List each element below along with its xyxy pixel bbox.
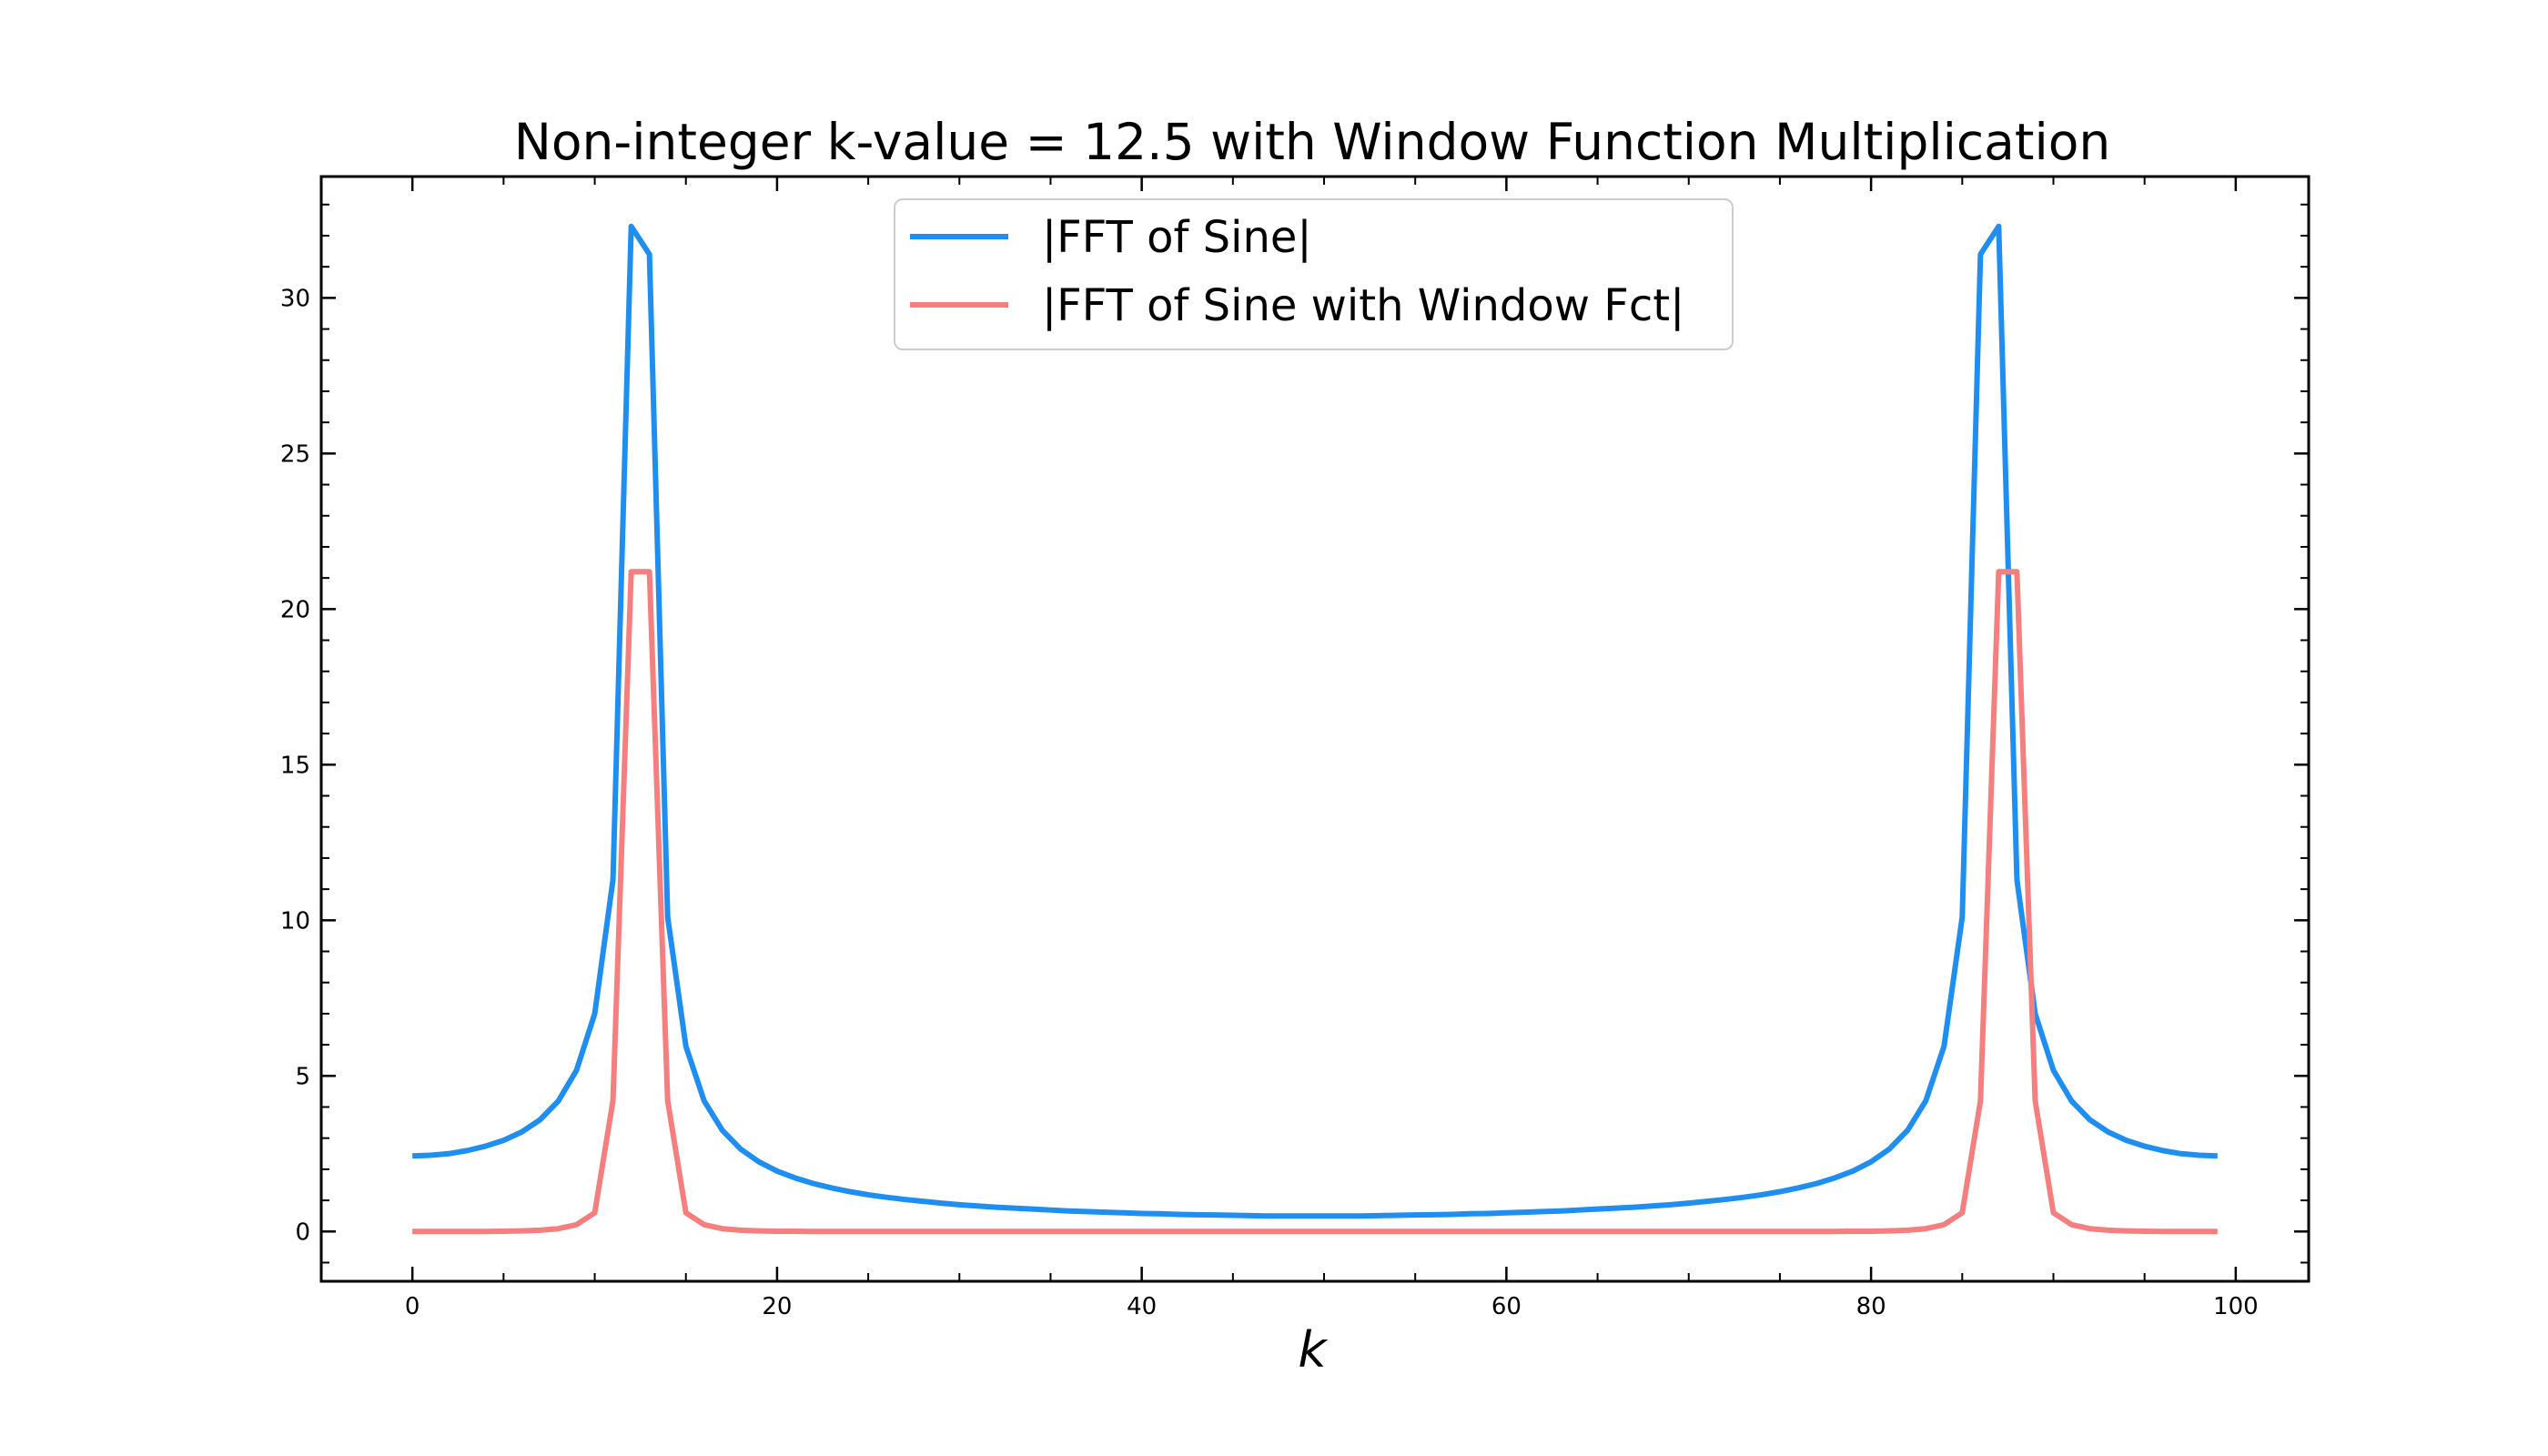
legend-label-fft-sine-window: |FFT of Sine with Window Fct| [1042, 280, 1684, 331]
plot-frame [319, 175, 2310, 1283]
x-tick-label: 0 [405, 1293, 420, 1320]
y-tick-label: 5 [295, 1063, 310, 1090]
x-tick-label: 100 [2213, 1293, 2259, 1320]
x-tick-label: 40 [1127, 1293, 1157, 1320]
y-tick-label: 15 [280, 752, 310, 779]
series-line-0 [412, 223, 2218, 1219]
legend-box [894, 198, 1734, 350]
series-group [412, 223, 2218, 1235]
y-tick-label: 20 [280, 596, 310, 623]
x-tick-label: 60 [1491, 1293, 1522, 1320]
y-tick-label: 25 [280, 440, 310, 468]
series-line-1 [412, 569, 2218, 1235]
y-tick-label: 10 [280, 907, 310, 935]
y-tick-label: 30 [280, 285, 310, 312]
legend: |FFT of Sine| |FFT of Sine with Window F… [894, 198, 1734, 350]
x-axis-label: k [1298, 1321, 1329, 1379]
x-tick-label: 80 [1856, 1293, 1886, 1320]
y-tick-label: 0 [295, 1218, 310, 1246]
chart-title: Non-integer k-value = 12.5 with Window F… [514, 113, 2110, 171]
legend-label-fft-sine: |FFT of Sine| [1042, 212, 1312, 263]
x-tick-label: 20 [762, 1293, 792, 1320]
